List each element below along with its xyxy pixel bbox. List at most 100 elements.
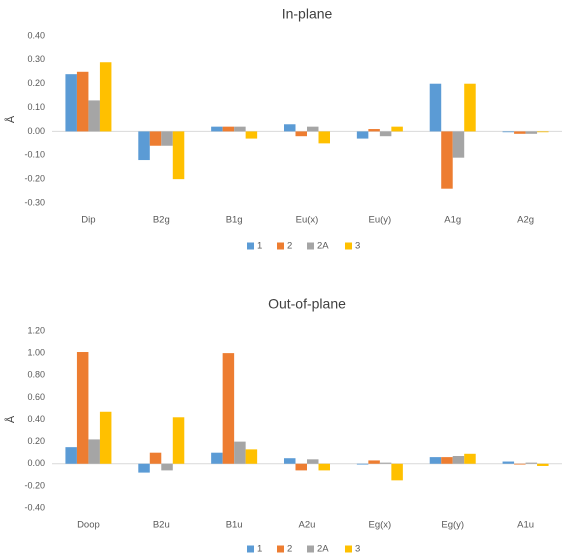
bar-2A-B2g xyxy=(161,131,173,146)
legend-swatch xyxy=(345,545,352,553)
category-label: B2g xyxy=(153,215,170,226)
bar-2-Doop xyxy=(76,352,89,464)
bar-2-A2g xyxy=(514,131,526,134)
chart-title: In-plane xyxy=(282,6,333,22)
category-label: B1u xyxy=(226,520,243,531)
legend: 1 2 2A 3 xyxy=(247,544,360,555)
y-tick-label: 0.00 xyxy=(27,126,45,136)
category-label: Eu(y) xyxy=(369,215,392,226)
category-label: A1u xyxy=(517,520,534,531)
category-label: Dip xyxy=(81,215,95,226)
y-tick-label: -0.20 xyxy=(24,174,45,184)
legend: 1 2 2A 3 xyxy=(247,241,360,252)
bar-3-B1u xyxy=(245,449,258,464)
bar-1-Doop xyxy=(65,447,77,464)
category-label: A2u xyxy=(299,520,316,531)
bar-1-Eg(y) xyxy=(429,457,442,464)
bar-2A-Eu(y) xyxy=(379,131,392,137)
legend-label: 2A xyxy=(317,241,329,252)
legend-swatch xyxy=(307,545,314,553)
bar-2A-B1u xyxy=(234,441,246,464)
y-tick-label: 0.40 xyxy=(27,414,45,424)
bar-2-Eu(x) xyxy=(295,131,307,137)
bar-2-Dip xyxy=(76,71,89,132)
legend-swatch xyxy=(307,242,314,250)
bar-3-Dip xyxy=(99,62,112,132)
legend-label: 2 xyxy=(287,544,292,555)
legend-label: 2 xyxy=(287,241,292,252)
y-tick-label: -0.10 xyxy=(24,150,45,160)
bar-2A-Eg(y) xyxy=(452,456,465,464)
bar-3-A2u xyxy=(318,463,330,471)
legend-label: 3 xyxy=(355,544,360,555)
category-label: Eu(x) xyxy=(296,215,319,226)
bar-2A-B2u xyxy=(161,463,173,471)
y-tick-label: -0.30 xyxy=(24,197,45,207)
y-axis-label: Å xyxy=(4,115,17,123)
bar-3-Eu(y) xyxy=(391,126,403,132)
bar-1-A1g xyxy=(429,83,442,132)
y-tick-label: 0.60 xyxy=(27,392,45,402)
bar-3-A2g xyxy=(537,131,549,133)
bar-2-Eg(y) xyxy=(441,457,453,464)
bar-2-B1g xyxy=(222,126,235,132)
bar-1-Dip xyxy=(65,74,77,132)
bar-1-Eu(x) xyxy=(284,124,296,132)
y-tick-label: 0.20 xyxy=(27,78,45,88)
y-tick-label: 0.80 xyxy=(27,370,45,380)
y-axis-label: Å xyxy=(4,415,17,423)
y-tick-label: 0.20 xyxy=(27,436,45,446)
y-tick-label: -0.20 xyxy=(24,480,45,490)
chart-2: Out-of-plane Å 1.20 1.00 0.80 0.60 0.40 0.20 0.0… xyxy=(4,296,562,555)
category-label: B1g xyxy=(226,215,243,226)
bar-2-B1u xyxy=(222,353,235,464)
y-tick-label: 0.10 xyxy=(27,102,45,112)
bar-1-Eg(x) xyxy=(356,463,369,465)
bar-2A-Eg(x) xyxy=(379,462,392,464)
legend-swatch xyxy=(247,242,254,250)
bar-2A-Eu(x) xyxy=(307,126,319,132)
bar-2A-A2u xyxy=(307,459,319,464)
category-label: A2g xyxy=(517,215,534,226)
y-tick-label: 1.00 xyxy=(27,348,45,358)
bar-3-Eg(y) xyxy=(464,453,476,464)
category-label: B2u xyxy=(153,520,170,531)
legend-swatch xyxy=(345,242,352,250)
bar-1-B2u xyxy=(138,463,150,473)
bar-2-A1g xyxy=(441,131,453,189)
legend-swatch xyxy=(277,242,284,250)
bar-3-Eu(x) xyxy=(318,131,330,144)
category-label: A1g xyxy=(444,215,461,226)
bar-2-A1u xyxy=(514,463,526,465)
category-label: Eg(y) xyxy=(441,520,464,531)
category-label: Doop xyxy=(77,520,100,531)
chart-1: In-plane Å 0.40 0.30 0.20 0.10 0.00 -0.10 -0.20 -… xyxy=(4,6,562,252)
legend-swatch xyxy=(247,545,254,553)
bar-2A-B1g xyxy=(234,126,246,132)
bar-3-B1g xyxy=(245,131,258,139)
bar-1-B1g xyxy=(211,126,223,132)
bar-3-Doop xyxy=(99,411,112,464)
bar-3-A1u xyxy=(537,463,549,466)
bar-2-B2g xyxy=(149,131,162,146)
bar-2-A2u xyxy=(295,463,307,471)
bar-3-B2g xyxy=(172,131,185,180)
y-tick-label: 1.20 xyxy=(27,325,45,335)
bar-2A-Doop xyxy=(88,439,100,464)
y-tick-label: 0.30 xyxy=(27,54,45,64)
legend-label: 3 xyxy=(355,241,360,252)
y-tick-label: 0.00 xyxy=(27,458,45,468)
bar-3-A1g xyxy=(464,83,476,132)
bar-2A-A2g xyxy=(525,131,538,134)
bar-1-A1u xyxy=(502,461,515,464)
bar-3-B2u xyxy=(172,417,185,464)
category-label: Eg(x) xyxy=(369,520,392,531)
bar-2-Eu(y) xyxy=(368,129,380,132)
legend-swatch xyxy=(277,545,284,553)
legend-label: 1 xyxy=(257,544,262,555)
bar-1-A2u xyxy=(284,458,296,464)
bar-3-Eg(x) xyxy=(391,463,403,481)
y-tick-label: -0.40 xyxy=(24,502,45,512)
bar-1-B1u xyxy=(211,452,223,464)
